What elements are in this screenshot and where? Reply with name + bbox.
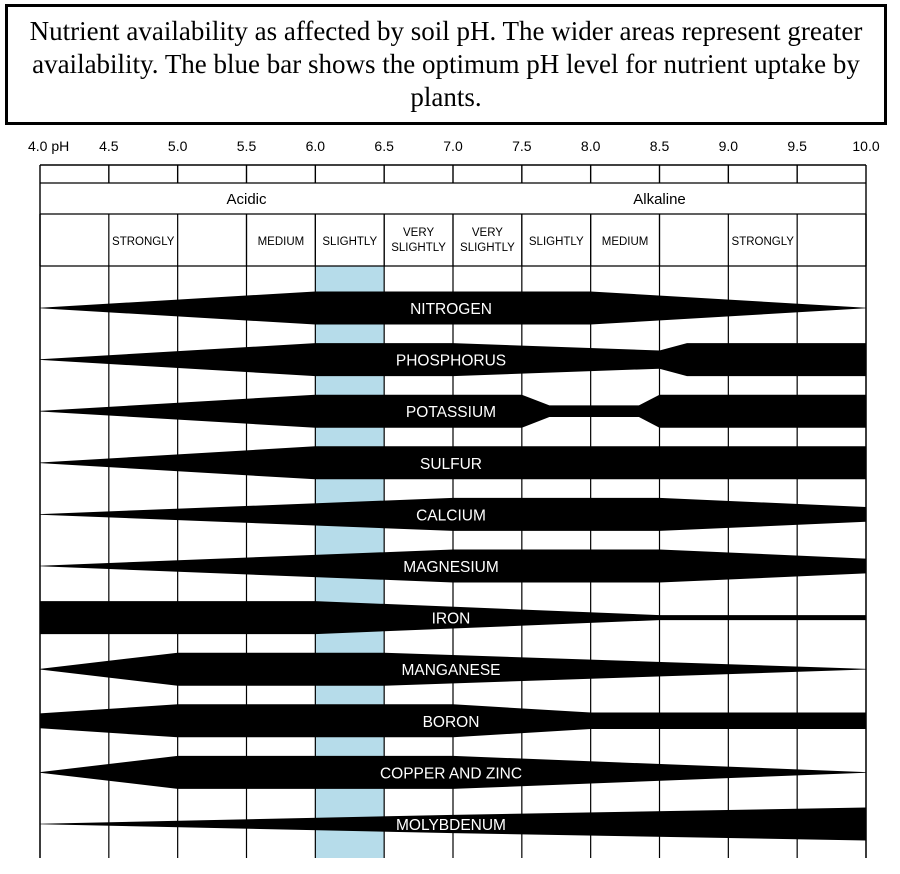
nutrient-label: NITROGEN <box>410 301 492 318</box>
intensity-label: SLIGHTLY <box>391 242 446 254</box>
nutrient-band-phosphorus <box>40 343 866 377</box>
intensity-label: SLIGHTLY <box>460 242 515 254</box>
ph-tick-label: 4.5 <box>99 138 119 154</box>
nutrient-band-boron <box>40 704 866 738</box>
ph-tick-label: 9.5 <box>787 138 807 154</box>
nutrient-label: MANGANESE <box>401 662 500 679</box>
region-label-acidic: Acidic <box>226 191 267 208</box>
nutrient-label: SULFUR <box>420 456 482 473</box>
ph-tick-label: 7.0 <box>443 138 463 154</box>
nutrient-band-magnesium <box>40 549 866 583</box>
intensity-label: VERY <box>403 227 434 239</box>
ph-tick-label: 8.0 <box>581 138 601 154</box>
ph-tick-label: 5.0 <box>168 138 188 154</box>
ph-tick-label: 7.5 <box>512 138 532 154</box>
intensity-label: SLIGHTLY <box>322 236 377 248</box>
nutrient-label: BORON <box>423 714 480 731</box>
region-label-alkaline: Alkaline <box>633 191 686 208</box>
nutrient-label: CALCIUM <box>416 507 486 524</box>
ph-tick-label: 10.0 <box>852 138 879 154</box>
nutrient-label: IRON <box>432 611 471 628</box>
nutrient-label: COPPER AND ZINC <box>380 765 522 782</box>
nutrient-band-molybdenum <box>40 807 866 841</box>
nutrient-band-calcium <box>40 497 866 531</box>
intensity-label: STRONGLY <box>732 236 795 248</box>
nutrient-band-sulfur <box>40 446 866 480</box>
nutrient-label: PHOSPHORUS <box>396 353 506 370</box>
nutrient-band-potassium <box>40 394 866 428</box>
nutrient-label: MAGNESIUM <box>403 559 499 576</box>
ph-tick-label: 6.5 <box>374 138 394 154</box>
intensity-label: MEDIUM <box>258 236 305 248</box>
caption-box: Nutrient availability as affected by soi… <box>5 4 887 125</box>
nutrient-band-copper-and-zinc <box>40 755 866 789</box>
nutrient-band-iron <box>40 601 866 635</box>
ph-tick-label: 8.5 <box>650 138 670 154</box>
nutrient-band-manganese <box>40 652 866 686</box>
ph-tick-label: 4.0 pH <box>28 138 69 154</box>
intensity-label: VERY <box>472 227 503 239</box>
intensity-label: MEDIUM <box>602 236 649 248</box>
caption-text: Nutrient availability as affected by soi… <box>29 16 863 112</box>
ph-tick-label: 9.0 <box>719 138 739 154</box>
nutrient-label: POTASSIUM <box>406 404 496 421</box>
nutrient-band-nitrogen <box>40 291 866 325</box>
intensity-label: STRONGLY <box>112 236 175 248</box>
intensity-label: SLIGHTLY <box>529 236 584 248</box>
ph-tick-label: 6.0 <box>306 138 326 154</box>
nutrient-label: MOLYBDENUM <box>396 817 506 834</box>
ph-tick-label: 5.5 <box>237 138 257 154</box>
